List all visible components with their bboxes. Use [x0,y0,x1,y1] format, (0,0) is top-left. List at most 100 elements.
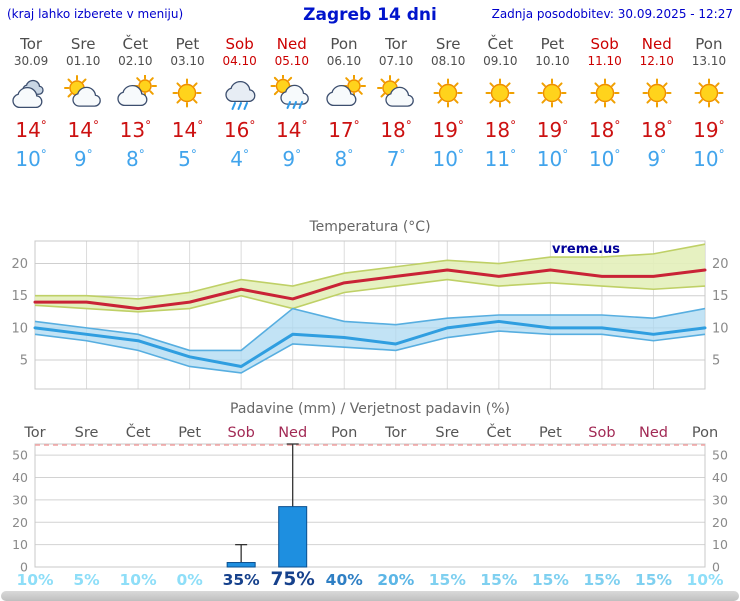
precip-chart-title: Padavine (mm) / Verjetnost padavin (%) [230,401,510,417]
temp-max-value: 19° [432,118,464,142]
sun-shape [590,78,620,108]
temp-ytick-left: 15 [11,289,28,304]
day-name: Čet [487,35,514,53]
degree-sign: ° [666,118,673,133]
sun-shape [694,78,724,108]
degree-sign: ° [457,147,464,162]
temp-max-value: 16° [223,118,256,142]
temp-ytick-right: 10 [712,321,729,336]
degree-sign: ° [562,118,569,133]
day-name: Pon [695,35,723,53]
day-name: Tor [20,35,43,53]
precip-day-label: Pet [539,425,562,441]
last-update-text: Zadnja posodobitev: 30.09.2025 - 12:27 [491,7,733,21]
sun-shape [485,78,515,108]
degree-sign: ° [86,147,93,162]
temp-max-line [33,268,707,311]
temp-max-range-upper [35,243,706,300]
temp-max-value: 14° [67,118,99,142]
temp-ytick-left: 5 [20,354,28,369]
forecast-day-6: Ned 05.10 14° 9° [266,35,318,171]
precip-plot-border [34,443,706,568]
sunny-icon [642,78,672,108]
sunny-icon [694,78,724,108]
precip-day-label: Sob [588,425,615,441]
temp-min-line [33,319,707,368]
temp-max-value: 14° [276,118,308,142]
precip-ytick-right: 50 [712,448,728,463]
precip-probability: 20% [377,571,415,589]
degree-sign: ° [660,147,667,162]
weather-icon-cell [422,70,474,116]
precip-ytick-left: 30 [12,492,28,507]
day-name: Tor [385,35,408,53]
precip-probability: 15% [429,571,467,589]
temp-min-value: 10° [536,147,569,171]
temp-max-value: 18° [380,118,412,142]
weather-icon-cell [161,70,213,116]
day-name: Pet [540,35,565,53]
temp-ytick-left: 20 [11,257,28,272]
day-date: 02.10 [118,54,153,68]
precip-ytick-right: 10 [712,537,728,552]
sunny-icon [485,78,515,108]
rain-icon [224,80,256,110]
temp-max-value: 18° [641,118,673,142]
temperature-chart: 5 5 10 10 15 15 20 20 Temperatura (°C) vreme.us [11,219,729,390]
temp-ytick-left: 10 [11,321,28,336]
degree-sign: ° [145,118,152,133]
temp-min-value: 5° [178,147,197,171]
day-name: Pet [175,35,200,53]
precip-day-label: Sre [75,425,99,441]
precip-day-label: Pon [331,425,357,441]
mostly-cloudy-icon [326,75,366,107]
temp-min-value: 10° [432,147,464,171]
temp-ytick-right: 5 [712,354,720,369]
precip-ytick-left: 40 [12,470,28,485]
header: (kraj lahko izberete v meniju) Zagreb 14… [0,0,740,29]
temp-max-value: 14° [15,118,47,142]
precip-day-label: Ned [639,425,668,441]
temp-ytick-right: 15 [712,289,729,304]
precip-day-label: Ned [278,425,307,441]
sun-shape [433,78,463,108]
mostly-cloudy-icon [117,75,158,107]
weather-icon-cell [109,70,161,116]
temp-max-value: 18° [484,118,517,142]
degree-sign: ° [249,118,256,133]
temp-max-range-lower [34,278,706,313]
precip-probability: 10% [120,571,158,589]
weather-icon-cell [318,70,370,116]
day-date: 30.09 [13,54,49,68]
precip-ytick-left: 20 [12,515,28,530]
temp-min-value: 7° [386,147,406,171]
sunny-icon [433,78,463,108]
day-name: Ned [641,35,672,53]
day-date: 04.10 [222,54,257,68]
forecast-day-1: Tor 30.09 14° 10° [5,35,57,171]
weather-icon-cell [214,70,266,116]
precip-probability: 15% [635,571,673,589]
day-name: Sob [225,35,254,53]
horizontal-scrollbar[interactable] [1,591,739,601]
temp-max-value: 13° [119,118,152,142]
temp-min-value: 8° [334,147,354,171]
day-name: Čet [122,35,149,53]
precipitation-chart: Padavine (mm) / Verjetnost padavin (%) To… [12,401,728,589]
weather-icon-cell [631,70,683,116]
sunny-icon [590,78,620,108]
forecast-day-14: Pon 13.10 19° 10° [683,35,735,171]
forecast-day-10: Čet 09.10 18° 11° [474,35,526,171]
degree-sign: ° [295,147,302,162]
day-date: 01.10 [66,54,101,68]
sunny-icon [172,78,202,108]
forecast-day-2: Sre 01.10 14° 9° [57,35,109,171]
forecast-day-5: Sob 04.10 16° 4° [214,35,266,171]
precip-day-label: Tor [384,425,406,441]
degree-sign: ° [138,147,145,162]
temp-min-value: 8° [125,147,145,171]
precip-bar [278,506,308,568]
page-title: Zagreb 14 dni [303,5,437,25]
day-name: Sre [70,35,96,53]
temp-max-value: 18° [588,118,621,142]
